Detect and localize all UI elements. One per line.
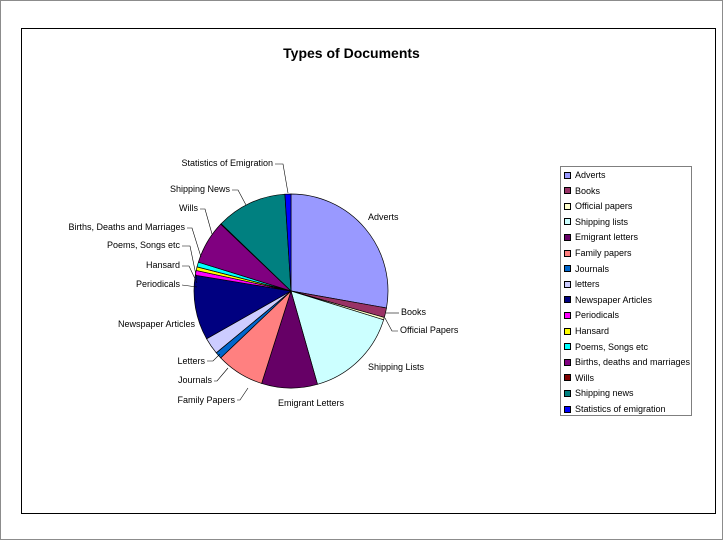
slice-label: Journals (178, 375, 213, 385)
pie-slice-shipping-news (220, 193, 292, 292)
legend-label: Statistics of emigration (575, 404, 666, 414)
slice-label: Statistics of Emigration (181, 158, 273, 168)
legend-swatch (564, 265, 571, 273)
leader-line (182, 245, 198, 281)
legend-item: letters (564, 279, 600, 289)
legend-label: Journals (575, 263, 610, 274)
legend-item: Official papers (564, 201, 632, 211)
slice-label: Family Papers (177, 395, 235, 405)
leader-line (232, 189, 247, 206)
legend-label: Shipping news (575, 388, 634, 399)
legend-label: Hansard (575, 326, 610, 336)
legend-swatch (564, 327, 571, 335)
legend-swatch (564, 218, 571, 226)
legend-item: Newspaper Articles (564, 295, 652, 305)
slice-label: Books (401, 307, 427, 317)
legend-swatch (564, 389, 571, 397)
legend-item: Statistics of emigration (564, 404, 666, 414)
legend-swatch (564, 374, 571, 382)
legend-item: Adverts (564, 170, 606, 180)
legend-item: Books (564, 186, 600, 196)
pie-slice-shipping-lists (290, 290, 385, 385)
slice-label: Shipping News (170, 184, 231, 194)
slice-label: Adverts (368, 212, 399, 222)
legend-item: Periodicals (564, 310, 619, 320)
slice-label: Births, Deaths and Marriages (68, 222, 185, 232)
slice-label: Official Papers (400, 325, 459, 335)
leader-line (207, 353, 221, 362)
legend-item: Family papers (564, 248, 632, 258)
leader-line (384, 317, 398, 332)
pie-slice-newspaper-articles (193, 274, 293, 340)
legend-label: Wills (575, 372, 594, 383)
legend-item: Shipping news (564, 388, 634, 398)
legend-label: Family papers (575, 248, 632, 258)
legend-label: Shipping lists (575, 216, 629, 227)
legend-label: Official papers (575, 201, 633, 212)
legend-item: Births, deaths and marriages (564, 357, 690, 367)
legend-item: Poems, Songs etc (564, 342, 648, 352)
leader-line (200, 208, 213, 235)
leader-line (187, 227, 202, 258)
leader-line (214, 367, 229, 382)
slice-label: Shipping Lists (368, 362, 425, 372)
slice-label: Letters (177, 356, 205, 366)
slice-label: Poems, Songs etc (107, 240, 181, 250)
legend-item: Shipping lists (564, 217, 628, 227)
legend-label: Adverts (575, 170, 606, 180)
legend-label: Periodicals (575, 310, 620, 321)
legend-label: Emigrant letters (575, 232, 639, 243)
legend-swatch (564, 405, 571, 413)
legend-swatch (564, 343, 571, 351)
legend-swatch (564, 202, 571, 210)
pie-slice-adverts (290, 193, 389, 309)
slice-label: Newspaper Articles (118, 319, 196, 329)
chart-title: Types of Documents (283, 45, 420, 61)
pie-slice-statistics-of-emigration (284, 193, 292, 292)
legend-item: Hansard (564, 326, 609, 336)
leader-line (237, 387, 249, 401)
legend-swatch (564, 280, 571, 288)
legend-label: Births, deaths and marriages (575, 357, 691, 368)
legend-item: Emigrant letters (564, 232, 638, 242)
legend-swatch (564, 171, 571, 179)
leader-line (275, 163, 289, 194)
slice-label: Emigrant Letters (278, 398, 345, 408)
legend-item: Wills (564, 373, 594, 383)
legend-label: Newspaper Articles (575, 294, 653, 305)
leader-line (181, 284, 198, 288)
slice-label: Wills (179, 203, 198, 213)
legend-label: Poems, Songs etc (575, 341, 649, 352)
slice-label: Hansard (146, 260, 180, 270)
legend-item: Journals (564, 264, 609, 274)
legend-swatch (564, 358, 571, 366)
legend-swatch (564, 233, 571, 241)
legend-swatch (564, 249, 571, 257)
legend-label: letters (575, 279, 600, 290)
legend-swatch (564, 187, 571, 195)
legend-swatch (564, 311, 571, 319)
slice-label: Periodicals (136, 279, 181, 289)
legend: Adverts Books Official papers Shipping list… (560, 166, 692, 416)
legend-label: Books (575, 185, 601, 196)
leader-line (182, 265, 198, 284)
legend-swatch (564, 296, 571, 304)
